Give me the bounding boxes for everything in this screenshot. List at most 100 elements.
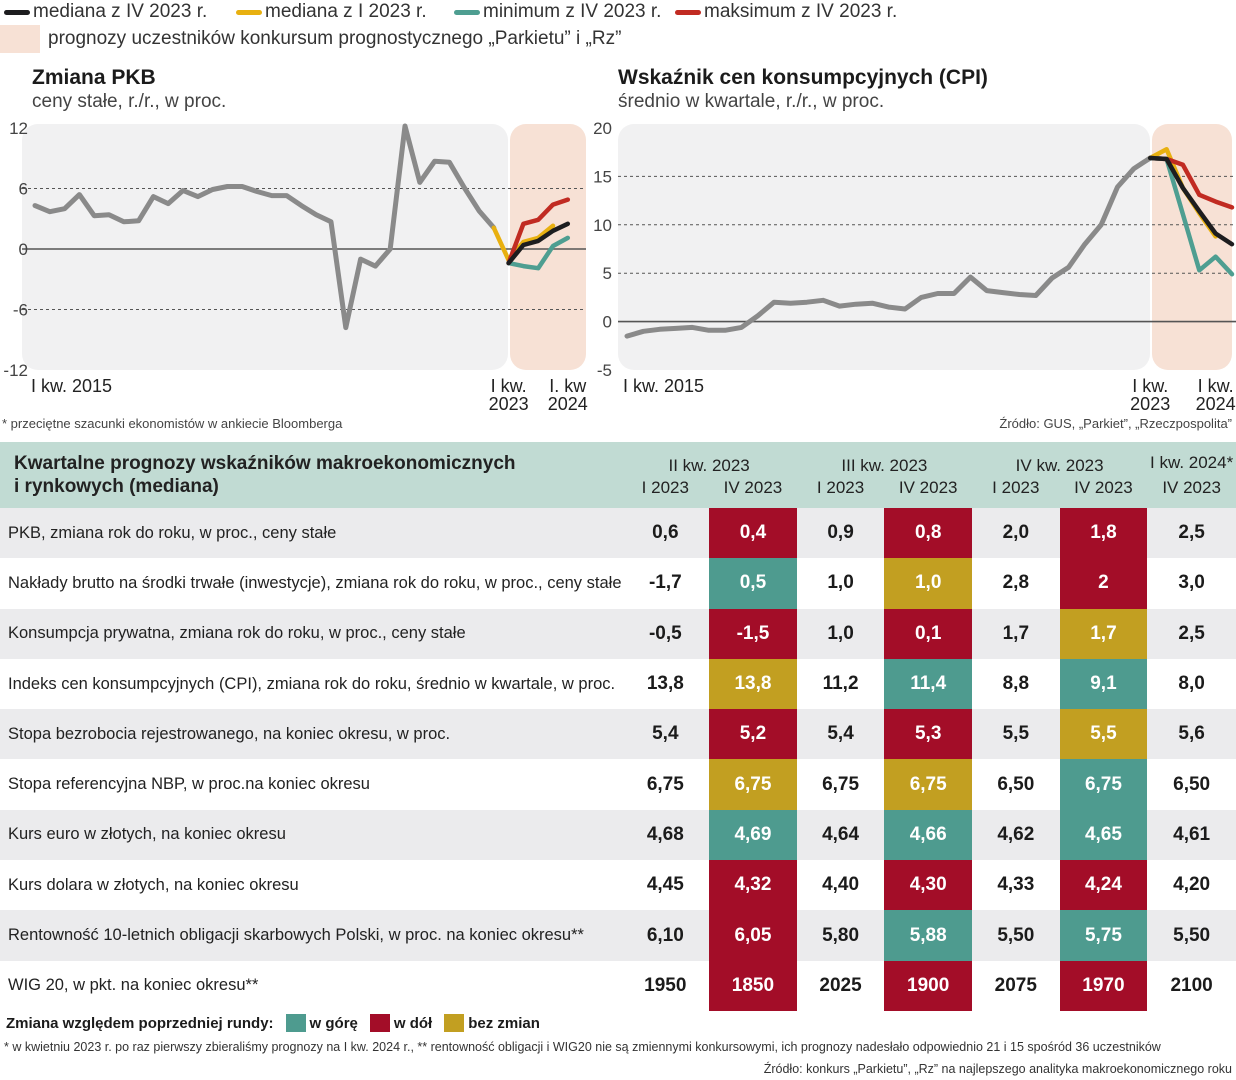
cell-value: 1950 [621, 960, 710, 1011]
change-legend-title: Zmiana względem poprzedniej rundy: [6, 1014, 274, 1032]
cell-change-down: 5,3 [884, 709, 972, 760]
gdp-chart-subtitle: ceny stałe, r./r., w proc. [32, 91, 227, 112]
table-row: WIG 20, w pkt. na koniec okresu** 1950 185… [0, 960, 1236, 1011]
legend-item-median-i: mediana z I 2023 r. [236, 1, 427, 23]
cell-value: 2,5 [1147, 608, 1236, 659]
cell-value: 6,50 [972, 759, 1060, 810]
cpi-ytick-label: 10 [593, 216, 612, 235]
cell-value: 4,62 [972, 809, 1060, 861]
table-row: PKB, zmiana rok do roku, w proc., ceny s… [0, 508, 1236, 559]
legend-label-up: w górę [309, 1014, 358, 1032]
gdp-ytick-label: 12 [9, 119, 28, 138]
cpi-xtick-label: I kw. 2015 [623, 376, 704, 396]
cell-value: 4,64 [796, 809, 885, 861]
cell-value: 5,80 [796, 910, 885, 961]
cpi-ytick-label: 0 [603, 313, 612, 332]
cpi-ytick-label: 15 [593, 167, 612, 186]
gdp-history-line [32, 123, 497, 331]
legend-swatch-down [369, 1014, 390, 1032]
quarter-label: IV kw. 2023 [1015, 455, 1104, 475]
cell-change-down: 4,24 [1059, 860, 1148, 911]
gdp-forecast-area [510, 124, 586, 370]
cell-value: 5,6 [1147, 709, 1236, 760]
round-label: I 2023 [641, 477, 689, 497]
round-label: IV 2023 [1074, 477, 1133, 497]
legend-label-same: bez zmian [468, 1014, 540, 1032]
legend-swatch-same [444, 1014, 465, 1032]
cell-change-up: 6,75 [1059, 759, 1148, 810]
cell-change-up: 4,66 [884, 809, 972, 861]
row-label: Konsumpcja prywatna, zmiana rok do roku,… [0, 608, 622, 659]
gdp-series-mediana-z-iv-2023-r- [506, 221, 571, 266]
cell-change-down: 1970 [1059, 960, 1148, 1011]
cell-value: 2025 [796, 960, 885, 1011]
cell-change-same: 1,0 [884, 558, 972, 609]
cell-change-same: 5,5 [1059, 709, 1148, 760]
cell-value: 5,50 [972, 910, 1060, 961]
legend-swatch-minimum [454, 9, 480, 15]
table-title-line2: i rynkowych (mediana) [14, 476, 219, 497]
cell-value: 1,0 [796, 608, 885, 659]
table-row: Nakłady brutto na środki trwałe (inwesty… [0, 558, 1236, 609]
cpi-xtick-label: I kw. [1198, 376, 1234, 396]
cell-change-up: 9,1 [1059, 658, 1148, 710]
quarter-header: IV kw. 2023 I 2023 IV 2023 [972, 442, 1148, 508]
gdp-ytick-label: 0 [19, 240, 28, 259]
row-label: Kurs euro w złotych, na koniec okresu [0, 809, 622, 861]
cell-value: -0,5 [621, 608, 710, 659]
cell-value: 1,7 [972, 608, 1060, 659]
gdp-series-maksimum-z-iv-2023-r- [506, 197, 571, 266]
cell-value: 2,8 [972, 558, 1060, 609]
cell-value: 5,4 [796, 709, 885, 760]
table-title: Kwartalne prognozy wskaźników makroekono… [0, 442, 622, 508]
cell-value: 4,68 [621, 809, 710, 861]
cell-change-up: 5,75 [1059, 910, 1148, 961]
cell-change-down: 0,8 [884, 508, 972, 559]
legend-swatch-maximum [675, 9, 701, 15]
row-label: Stopa referencyjna NBP, w proc.na koniec… [0, 759, 622, 810]
legend-swatch-up [285, 1014, 306, 1032]
legend-label: mediana z I 2023 r. [265, 1, 427, 22]
legend-item-maximum: maksimum z IV 2023 r. [675, 1, 897, 23]
cpi-plot-area [618, 124, 1150, 370]
cpi-history-line [624, 155, 1153, 339]
table-footnote: * w kwietniu 2023 r. po raz pierwszy zbi… [4, 1040, 1161, 1054]
table-body: PKB, zmiana rok do roku, w proc., ceny s… [0, 508, 1236, 1011]
cell-change-same: 6,75 [884, 759, 972, 810]
cell-value: 8,0 [1147, 658, 1236, 710]
row-label: WIG 20, w pkt. na koniec okresu** [0, 960, 622, 1011]
cell-value: 4,20 [1147, 860, 1236, 911]
row-label: PKB, zmiana rok do roku, w proc., ceny s… [0, 508, 622, 559]
cell-change-down: 4,30 [884, 860, 972, 911]
gdp-xtick-label: 2023 [489, 394, 529, 414]
forecast-table: Kwartalne prognozy wskaźników makroekono… [0, 442, 1236, 1011]
gdp-ytick-label: -6 [13, 301, 28, 320]
row-label: Rentowność 10-letnich obligacji skarbowy… [0, 910, 622, 961]
quarter-header: III kw. 2023 I 2023 IV 2023 [796, 442, 972, 508]
table-row: Kurs dolara w złotych, na koniec okresu 4… [0, 860, 1236, 911]
cpi-ytick-label: 20 [593, 119, 612, 138]
row-label: Nakłady brutto na środki trwałe (inwesty… [0, 558, 622, 609]
cell-value: 2,5 [1147, 508, 1236, 559]
cell-change-same: 1,7 [1059, 608, 1148, 659]
cell-change-up: 0,5 [709, 558, 797, 609]
cpi-chart-subtitle: średnio w kwartale, r./r., w proc. [618, 91, 885, 112]
legend-label: mediana z IV 2023 r. [33, 1, 208, 22]
cell-value: 2075 [972, 960, 1060, 1011]
cell-change-down: 5,2 [709, 709, 797, 760]
quarter-label: I kw. 2024* [1150, 453, 1234, 472]
table-row: Kurs euro w złotych, na koniec okresu 4,6… [0, 809, 1236, 861]
cell-change-down: 0,1 [884, 608, 972, 659]
table-header-row: Kwartalne prognozy wskaźników makroekono… [0, 442, 1236, 508]
gdp-plot-area [22, 124, 508, 370]
cpi-xtick-label: 2023 [1130, 394, 1170, 414]
cell-value: 11,2 [796, 658, 885, 710]
cpi-xtick-label: I kw. [1132, 376, 1168, 396]
cell-change-down: 6,05 [709, 910, 797, 961]
round-label: I 2023 [992, 477, 1040, 497]
row-label: Kurs dolara w złotych, na koniec okresu [0, 860, 622, 911]
cell-change-down: 2 [1059, 558, 1148, 609]
cell-value: 4,33 [972, 860, 1060, 911]
cpi-source: Źródło: GUS, „Parkiet”, „Rzeczpospolita” [999, 416, 1232, 431]
